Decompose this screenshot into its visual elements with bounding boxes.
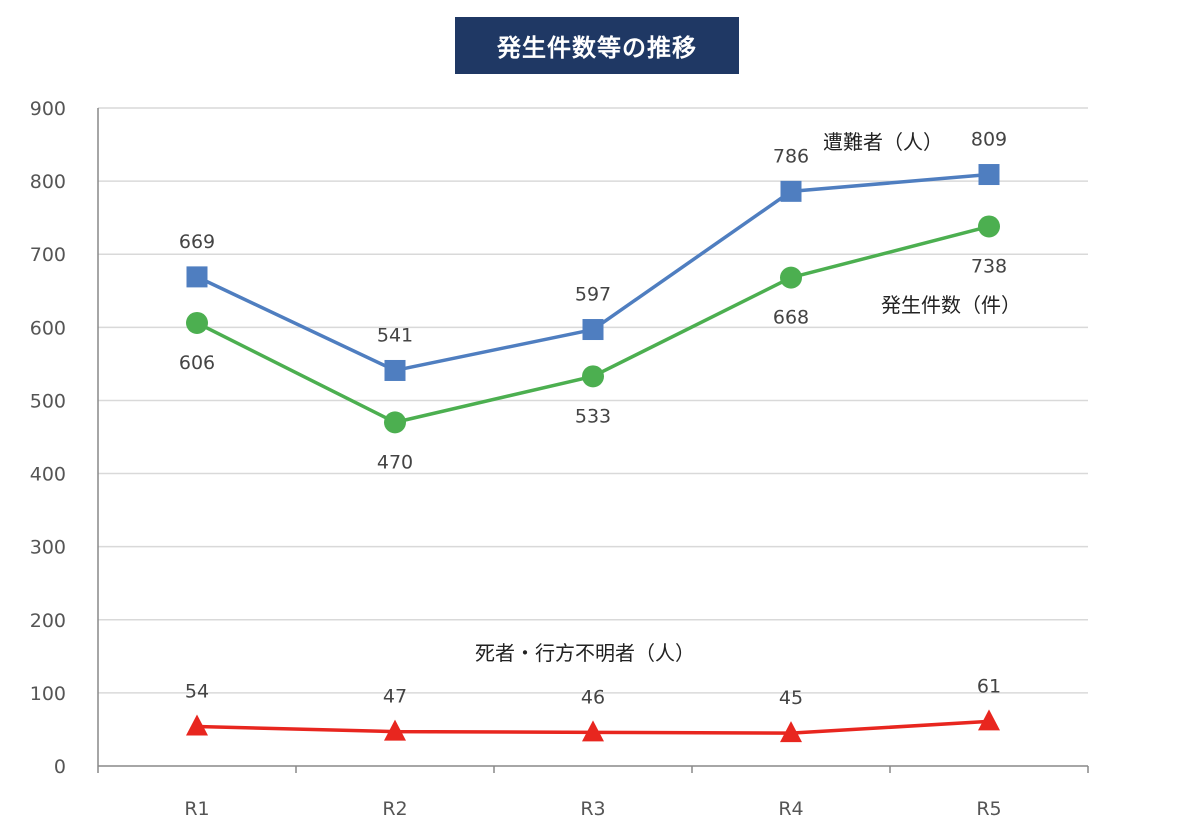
- data-label-victims: 541: [377, 324, 413, 346]
- marker-deaths: [978, 709, 1000, 731]
- y-tick-label: 200: [30, 610, 66, 632]
- x-tick-label: R3: [580, 798, 605, 820]
- marker-deaths: [780, 721, 802, 743]
- data-label-deaths: 47: [383, 686, 407, 708]
- marker-incidents: [186, 311, 208, 334]
- x-tick-labels: R1 R2 R3 R4 R5: [97, 766, 1089, 820]
- data-label-victims: 597: [575, 284, 611, 306]
- data-label-victims: 809: [971, 129, 1007, 151]
- chart-title: 発生件数等の推移: [455, 17, 739, 74]
- data-label-incidents: 533: [575, 405, 611, 427]
- x-tick-label: R1: [184, 798, 209, 820]
- data-label-deaths: 61: [977, 675, 1001, 697]
- marker-victims: [186, 266, 208, 288]
- y-tick-label: 100: [30, 683, 66, 705]
- y-tick-label: 900: [30, 98, 66, 120]
- data-label-deaths: 45: [779, 687, 803, 709]
- data-label-incidents: 738: [971, 255, 1007, 277]
- series-names: 遭難者（人） 発生件数（件） 死者・行方不明者（人）: [475, 130, 1021, 665]
- data-label-deaths: 54: [185, 681, 209, 703]
- marker-incidents: [384, 411, 406, 434]
- data-label-deaths: 46: [581, 686, 605, 708]
- y-tick-label: 0: [54, 756, 66, 778]
- marker-deaths: [582, 720, 604, 742]
- marker-deaths: [186, 714, 208, 736]
- series-name-deaths: 死者・行方不明者（人）: [475, 641, 695, 665]
- marker-victims: [780, 180, 802, 202]
- x-tick-label: R4: [778, 798, 803, 820]
- axes: [97, 108, 1088, 767]
- y-tick-label: 300: [30, 537, 66, 559]
- data-label-incidents: 606: [179, 352, 215, 374]
- y-tick-label: 500: [30, 390, 66, 412]
- series-name-incidents: 発生件数（件）: [881, 293, 1021, 317]
- x-tick-label: R2: [382, 798, 407, 820]
- marker-victims: [978, 164, 1000, 186]
- series: [186, 164, 1000, 743]
- data-labels: 669 541 597 786 809 606 470 533 668 738 54 47 46 45 61: [179, 129, 1007, 710]
- marker-deaths: [384, 719, 406, 741]
- marker-incidents: [978, 215, 1000, 238]
- marker-victims: [582, 319, 604, 341]
- data-label-incidents: 668: [773, 307, 809, 329]
- y-tick-label: 400: [30, 464, 66, 486]
- data-label-victims: 669: [179, 231, 215, 253]
- grid-lines: [98, 107, 1088, 694]
- data-label-incidents: 470: [377, 451, 413, 473]
- data-label-victims: 786: [773, 145, 809, 167]
- x-tick-label: R5: [976, 798, 1001, 820]
- y-tick-label: 800: [30, 171, 66, 193]
- y-tick-labels: 0 100 200 300 400 500 600 700 800 900: [30, 98, 66, 778]
- marker-incidents: [780, 266, 802, 289]
- series-line-victims: [196, 172, 990, 373]
- marker-incidents: [582, 365, 604, 388]
- marker-victims: [384, 359, 406, 381]
- y-tick-label: 600: [30, 317, 66, 339]
- series-name-victims: 遭難者（人）: [823, 130, 943, 154]
- y-tick-label: 700: [30, 244, 66, 266]
